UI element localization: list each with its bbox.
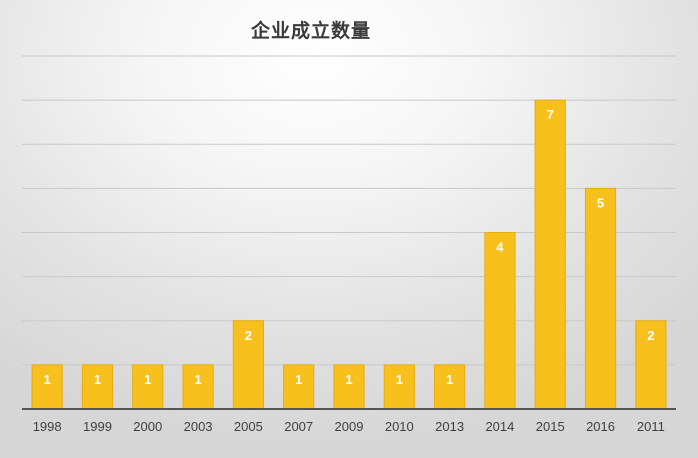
bar <box>534 99 566 410</box>
x-tick-label: 2013 <box>435 419 464 434</box>
x-tick-label: 2000 <box>133 419 162 434</box>
data-label: 1 <box>295 372 302 387</box>
data-label: 1 <box>44 372 51 387</box>
bar <box>182 364 214 410</box>
bar <box>283 364 315 410</box>
data-label: 1 <box>446 372 453 387</box>
bar-series <box>31 99 667 410</box>
x-tick-label: 1998 <box>33 419 62 434</box>
bar <box>383 364 415 410</box>
data-label: 2 <box>647 328 654 343</box>
gridlines <box>22 55 676 366</box>
bar <box>484 232 516 410</box>
x-tick-label: 2003 <box>184 419 213 434</box>
data-label: 1 <box>345 372 352 387</box>
data-label: 2 <box>245 328 252 343</box>
x-tick-label: 2010 <box>385 419 414 434</box>
x-tick-label: 1999 <box>83 419 112 434</box>
x-tick-label: 2015 <box>536 419 565 434</box>
bar <box>635 320 667 410</box>
data-label: 1 <box>144 372 151 387</box>
bar <box>584 187 617 410</box>
bar <box>434 364 466 410</box>
data-label: 1 <box>396 372 403 387</box>
bar <box>333 364 365 410</box>
x-axis-tick-labels: 1998 1999 2000 2003 2005 2007 2009 2010 2013 2014… <box>33 419 665 434</box>
data-labels: 1 1 1 1 2 1 1 1 1 4 7 5 2 <box>44 107 655 387</box>
data-label: 5 <box>597 195 604 210</box>
bar <box>132 364 164 410</box>
bar <box>232 320 264 410</box>
x-tick-label: 2005 <box>234 419 263 434</box>
data-label: 7 <box>547 107 554 122</box>
data-label: 1 <box>194 372 201 387</box>
x-tick-label: 2016 <box>586 419 615 434</box>
chart-title: 企业成立数量 <box>250 20 371 42</box>
data-label: 1 <box>94 372 101 387</box>
x-tick-label: 2014 <box>485 419 514 434</box>
x-tick-label: 2011 <box>637 419 665 434</box>
data-label: 4 <box>496 240 504 255</box>
x-tick-label: 2009 <box>335 419 364 434</box>
x-tick-label: 2007 <box>284 419 313 434</box>
